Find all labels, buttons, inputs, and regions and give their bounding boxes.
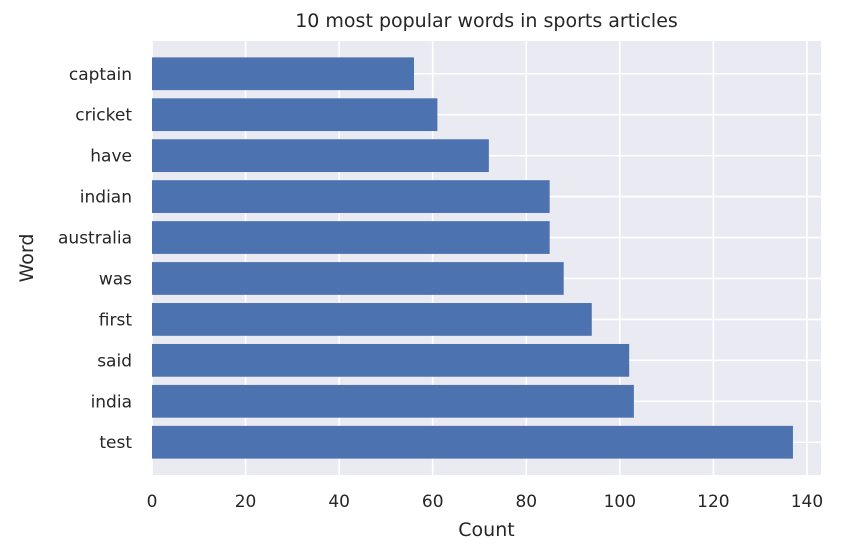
y-tick-label-captain: captain	[69, 65, 132, 85]
x-tick-label: 40	[328, 492, 350, 512]
y-tick-label-india: india	[91, 392, 132, 412]
x-axis-label: Count	[458, 519, 514, 541]
x-tick-label: 100	[604, 492, 636, 512]
bar-have	[152, 139, 489, 173]
x-tick-label: 20	[235, 492, 257, 512]
y-tick-label-cricket: cricket	[75, 106, 132, 126]
bars	[152, 57, 793, 459]
x-tick-labels: 0 20 40 60 80 100 120 140	[147, 492, 824, 512]
x-tick-label: 60	[422, 492, 444, 512]
y-tick-label-was: was	[99, 269, 132, 289]
y-tick-label-have: have	[90, 147, 132, 167]
bar-india	[152, 384, 634, 418]
bar-captain	[152, 57, 414, 91]
y-tick-label-indian: indian	[80, 188, 132, 208]
bar-was	[152, 262, 564, 295]
x-tick-label: 0	[147, 492, 158, 512]
y-tick-label-said: said	[97, 351, 132, 371]
y-tick-label-test: test	[99, 433, 132, 453]
bar-said	[152, 343, 630, 377]
chart-title: 10 most popular words in sports articles	[295, 10, 678, 32]
bar-australia	[152, 221, 550, 254]
x-tick-label: 120	[697, 492, 729, 512]
x-tick-label: 140	[791, 492, 823, 512]
bar-test	[152, 425, 793, 459]
bar-indian	[152, 180, 550, 213]
y-axis-label: Word	[16, 234, 38, 283]
y-tick-label-australia: australia	[58, 229, 132, 249]
bar-cricket	[152, 98, 438, 132]
y-tick-label-first: first	[99, 310, 133, 330]
bar-first	[152, 303, 592, 336]
y-tick-labels: test india said first was australia indian have…	[58, 65, 132, 453]
x-tick-label: 80	[515, 492, 537, 512]
